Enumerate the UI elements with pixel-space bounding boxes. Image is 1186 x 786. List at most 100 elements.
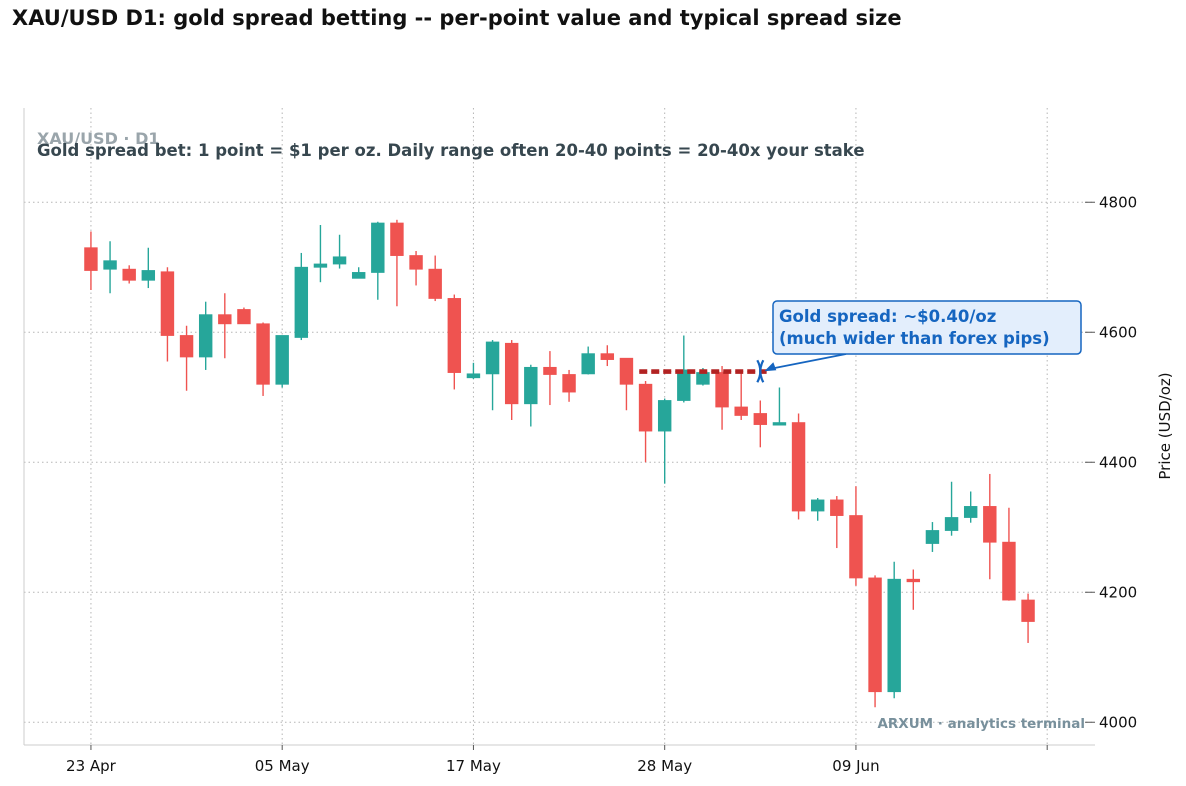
candle-body — [428, 268, 442, 299]
spread-annotation: Gold spread: ~$0.40/oz (much wider than f… — [756, 300, 1082, 383]
tick-labels: 4000 4200 4400 4600 4800 23 Apr 05 May 17 May 28… — [66, 193, 1137, 775]
candle-body — [810, 499, 825, 512]
candle-body — [294, 266, 309, 338]
candle-up — [485, 340, 500, 411]
candle-body — [103, 260, 117, 270]
candle-down — [600, 345, 615, 367]
candle-body — [562, 374, 576, 393]
candle-body — [275, 335, 289, 385]
candle-up — [925, 522, 940, 552]
candle-down — [619, 357, 634, 411]
candle-up — [466, 362, 481, 380]
candle-body — [141, 270, 156, 281]
candle-up — [963, 491, 978, 523]
candle-down — [638, 381, 653, 463]
page-title: XAU/USD D1: gold spread betting -- per-p… — [12, 6, 902, 30]
x-tick-label: 28 May — [637, 757, 692, 775]
watermark: ARXUM · analytics terminal — [877, 716, 1085, 732]
x-tick-label: 05 May — [255, 757, 310, 775]
x-tick-label: 09 Jun — [832, 757, 879, 775]
y-tick-label: 4600 — [1099, 323, 1137, 341]
annotation-text-line: (much wider than forex pips) — [779, 329, 1050, 348]
candle-up — [772, 387, 787, 426]
candle-body — [466, 373, 481, 379]
candle-up — [198, 301, 213, 370]
candle-body — [237, 309, 251, 325]
candle-body — [332, 256, 347, 265]
candle-down — [390, 219, 404, 307]
axes — [23, 108, 1095, 746]
candle-body — [390, 222, 404, 256]
annotation-box — [772, 300, 1082, 355]
candle-down — [715, 366, 729, 430]
candle-body — [868, 577, 882, 693]
x-tick-label: 17 May — [446, 757, 501, 775]
candle-body — [734, 406, 748, 416]
candle-down — [160, 267, 175, 362]
candle-body — [753, 413, 768, 425]
candle-body — [963, 506, 978, 518]
instrument-label: XAU/USD · D1 — [37, 129, 160, 148]
candle-body — [1021, 599, 1035, 622]
candle-body — [677, 369, 691, 401]
candle-body — [791, 422, 806, 512]
candle-down — [868, 575, 882, 708]
candle-up — [944, 481, 959, 536]
candle-body — [256, 323, 270, 385]
candle-body — [371, 222, 385, 273]
candle-down — [218, 293, 232, 359]
candle-up — [332, 234, 347, 269]
candle-up — [371, 221, 385, 300]
candle-body — [1002, 541, 1016, 601]
grid — [24, 108, 1095, 745]
candle-body — [504, 342, 519, 405]
candle-body — [657, 400, 672, 432]
spread-marker-group — [639, 369, 767, 374]
candle-body — [160, 271, 175, 336]
candle-up — [810, 498, 825, 521]
candle-down — [84, 231, 98, 290]
candle-up — [351, 267, 366, 279]
candle-down — [256, 322, 270, 396]
candle-down — [906, 569, 921, 610]
candle-body — [122, 268, 136, 281]
candle-body — [313, 263, 328, 268]
candle-down — [734, 371, 748, 420]
candle-body — [619, 357, 634, 385]
candle-up — [294, 252, 309, 341]
candle-down — [504, 340, 519, 420]
candle-up — [141, 247, 156, 289]
candle-body — [84, 247, 98, 271]
candle-down — [409, 251, 423, 286]
candle-body — [772, 422, 787, 426]
candle-up — [657, 398, 672, 484]
candle-body — [218, 314, 232, 325]
candle-down — [1021, 593, 1035, 643]
candle-body — [179, 335, 194, 358]
annotation-arrow-head — [764, 362, 777, 372]
candle-body — [447, 298, 462, 373]
candle-body — [906, 578, 921, 583]
candle-up — [275, 335, 289, 388]
y-tick-label: 4400 — [1099, 453, 1137, 471]
candle-body — [715, 372, 729, 408]
candles — [84, 219, 1035, 708]
spread-bracket-right — [759, 359, 765, 383]
candle-body — [409, 255, 423, 270]
candle-body — [638, 383, 653, 432]
y-tick-label: 4800 — [1099, 193, 1137, 211]
candle-down — [830, 496, 844, 549]
x-tick-label: 23 Apr — [66, 757, 117, 775]
candle-down — [753, 400, 768, 448]
candle-down — [849, 486, 863, 586]
candle-body — [983, 506, 997, 543]
candle-down — [447, 294, 462, 390]
candle-down — [791, 413, 806, 520]
candle-body — [696, 372, 710, 385]
candle-up — [887, 561, 901, 699]
candle-down — [543, 351, 557, 406]
candle-up — [103, 241, 117, 294]
candle-body — [600, 353, 615, 360]
candle-down — [562, 369, 576, 402]
